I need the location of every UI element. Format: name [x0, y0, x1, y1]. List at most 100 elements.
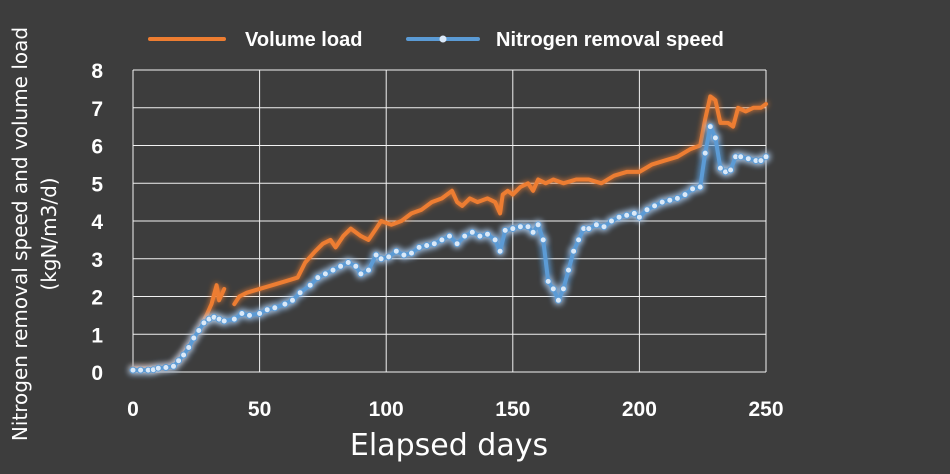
y-tick-label: 7 [91, 98, 103, 121]
y-axis-title-line-1: Nitrogen removal speed and volume load [8, 27, 32, 441]
data-point-nitrogen-removal-speed [570, 247, 578, 255]
series-nitrogen-removal-speed [129, 123, 770, 374]
data-point-nitrogen-removal-speed [246, 311, 253, 319]
data-point-nitrogen-removal-speed [565, 266, 572, 274]
data-point-nitrogen-removal-speed [372, 251, 380, 259]
data-point-nitrogen-removal-speed [162, 364, 170, 371]
data-point-nitrogen-removal-speed [271, 304, 279, 312]
series-line-volume-load [131, 283, 227, 371]
data-point-nitrogen-removal-speed [438, 236, 446, 244]
data-point-nitrogen-removal-speed [623, 211, 631, 219]
data-point-nitrogen-removal-speed [365, 266, 372, 274]
x-tick-label: 50 [248, 398, 271, 421]
data-point-nitrogen-removal-speed [154, 364, 162, 372]
data-point-nitrogen-removal-speed [706, 123, 714, 131]
legend: Volume load Nitrogen removal speed [148, 29, 724, 51]
data-point-nitrogen-removal-speed [453, 240, 461, 248]
data-point-nitrogen-removal-speed [585, 225, 593, 233]
data-point-nitrogen-removal-speed [559, 285, 567, 293]
y-tick-label: 1 [91, 324, 103, 347]
series-volume-load [131, 94, 768, 371]
data-point-nitrogen-removal-speed [496, 247, 504, 255]
data-point-nitrogen-removal-speed [180, 351, 188, 359]
x-tick-label: 0 [127, 398, 139, 421]
data-point-nitrogen-removal-speed [608, 217, 615, 225]
data-point-nitrogen-removal-speed [392, 247, 400, 255]
data-point-nitrogen-removal-speed [289, 296, 296, 304]
data-point-nitrogen-removal-speed [666, 196, 674, 204]
data-point-nitrogen-removal-speed [408, 249, 415, 257]
data-point-nitrogen-removal-speed [400, 251, 408, 259]
data-point-nitrogen-removal-speed [534, 221, 542, 229]
data-point-nitrogen-removal-speed [377, 255, 385, 263]
data-point-nitrogen-removal-speed [296, 289, 304, 297]
y-axis-title-line-2: (kgN/m3/d) [37, 177, 61, 290]
data-point-nitrogen-removal-speed [357, 270, 365, 278]
data-point-nitrogen-removal-speed [727, 166, 735, 174]
data-point-nitrogen-removal-speed [762, 153, 770, 161]
data-point-nitrogen-removal-speed [658, 198, 666, 206]
x-tick-label: 250 [748, 398, 783, 421]
data-point-nitrogen-removal-speed [630, 209, 638, 217]
legend-label-nitrogen-removal-speed: Nitrogen removal speed [496, 29, 724, 51]
data-point-nitrogen-removal-speed [651, 202, 659, 210]
y-tick-label: 3 [91, 249, 103, 272]
data-point-nitrogen-removal-speed [461, 232, 469, 240]
data-point-nitrogen-removal-speed [549, 285, 557, 293]
data-point-nitrogen-removal-speed [256, 310, 264, 317]
data-point-nitrogen-removal-speed [592, 221, 600, 229]
x-axis-ticks: 0 50 100 150 200 250 [127, 398, 783, 421]
y-tick-label: 6 [91, 136, 103, 159]
series-line-volume-load [232, 94, 768, 307]
data-point-nitrogen-removal-speed [524, 223, 532, 231]
data-point-nitrogen-removal-speed [314, 274, 322, 282]
data-point-nitrogen-removal-speed [230, 315, 238, 323]
data-point-nitrogen-removal-speed [539, 236, 547, 244]
data-point-nitrogen-removal-speed [195, 327, 203, 334]
data-point-nitrogen-removal-speed [476, 232, 484, 240]
data-point-nitrogen-removal-speed [344, 259, 352, 266]
data-point-nitrogen-removal-speed [415, 243, 423, 251]
data-point-nitrogen-removal-speed [170, 362, 177, 370]
data-point-nitrogen-removal-speed [263, 306, 271, 314]
data-point-nitrogen-removal-speed [635, 213, 643, 221]
data-point-nitrogen-removal-speed [220, 317, 228, 325]
data-point-nitrogen-removal-speed [554, 296, 562, 304]
data-point-nitrogen-removal-speed [385, 253, 393, 261]
series-layer [129, 94, 770, 374]
x-tick-label: 100 [369, 398, 404, 421]
y-tick-label: 0 [91, 362, 103, 385]
data-point-nitrogen-removal-speed [501, 226, 509, 234]
data-point-nitrogen-removal-speed [352, 262, 360, 270]
data-point-nitrogen-removal-speed [306, 281, 314, 289]
data-point-nitrogen-removal-speed [238, 310, 246, 317]
y-tick-label: 2 [91, 287, 103, 310]
legend-label-volume-load: Volume load [245, 29, 362, 51]
legend-marker-nitrogen-removal-speed [439, 35, 447, 43]
data-point-nitrogen-removal-speed [491, 236, 499, 244]
y-axis-ticks: 0 1 2 3 4 5 6 7 8 [91, 60, 103, 385]
series-line-nitrogen-removal-speed [131, 124, 768, 373]
data-point-nitrogen-removal-speed [744, 155, 752, 163]
data-point-nitrogen-removal-speed [544, 277, 552, 285]
grid [132, 69, 767, 373]
data-point-nitrogen-removal-speed [696, 183, 704, 191]
data-point-nitrogen-removal-speed [185, 344, 193, 351]
data-point-nitrogen-removal-speed [673, 194, 681, 202]
data-point-nitrogen-removal-speed [423, 242, 431, 249]
data-point-nitrogen-removal-speed [681, 191, 689, 199]
data-point-nitrogen-removal-speed [529, 228, 537, 236]
data-point-nitrogen-removal-speed [175, 357, 183, 365]
data-point-nitrogen-removal-speed [484, 230, 491, 238]
data-point-nitrogen-removal-speed [337, 262, 345, 270]
data-point-nitrogen-removal-speed [701, 149, 709, 157]
data-point-nitrogen-removal-speed [600, 223, 608, 231]
data-point-nitrogen-removal-speed [329, 266, 337, 274]
data-point-nitrogen-removal-speed [509, 225, 517, 233]
y-tick-label: 5 [91, 173, 103, 196]
y-tick-label: 8 [91, 60, 103, 83]
data-point-nitrogen-removal-speed [281, 300, 289, 308]
x-axis-title: Elapsed days [350, 428, 548, 463]
